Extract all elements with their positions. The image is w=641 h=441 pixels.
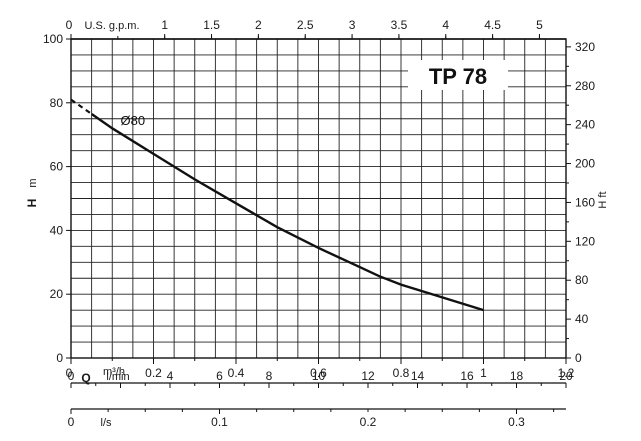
right-tick-label: 160	[575, 195, 595, 209]
q-axis-unit: m³/h	[103, 366, 125, 378]
q-tick-label: 1	[480, 366, 487, 380]
left-tick-label: 40	[50, 223, 64, 237]
right-axis-unit: H ft	[597, 191, 609, 208]
right-tick-label: 0	[575, 351, 582, 365]
top-tick-label: 0	[66, 18, 73, 32]
right-tick-label: 200	[575, 157, 595, 171]
lmin-tick-label: 4	[167, 369, 174, 383]
top-axis-unit: U.S. g.p.m.	[84, 20, 139, 32]
q-axis-symbol: Q	[81, 371, 90, 385]
curve-label: Ø80	[121, 113, 146, 128]
lmin-tick-label: 6	[216, 369, 223, 383]
left-tick-label: 0	[56, 351, 63, 365]
right-tick-label: 320	[575, 40, 595, 54]
ls-tick-label: 0.3	[508, 415, 525, 429]
top-tick-label: 1	[161, 18, 168, 32]
right-tick-label: 240	[575, 118, 595, 132]
left-axis-symbol: H	[25, 199, 39, 208]
lmin-tick-label: 10	[312, 369, 326, 383]
left-axis-unit: m	[27, 178, 39, 187]
ls-tick-label: 0.1	[211, 415, 228, 429]
title-box	[408, 60, 508, 90]
top-tick-label: 1.5	[203, 18, 220, 32]
top-tick-label: 2.5	[297, 18, 314, 32]
ls-axis-unit: l/s	[101, 417, 113, 429]
left-tick-label: 20	[50, 287, 64, 301]
left-tick-label: 80	[50, 96, 64, 110]
lmin-tick-label: 8	[266, 369, 273, 383]
lmin-tick-label: 16	[460, 369, 474, 383]
top-tick-label: 4	[442, 18, 449, 32]
right-tick-label: 280	[575, 79, 595, 93]
ls-tick-label: 0.2	[360, 415, 377, 429]
lmin-tick-label: 12	[361, 369, 375, 383]
ls-tick-label: 0	[68, 415, 75, 429]
lmin-tick-label: 18	[510, 369, 524, 383]
lmin-tick-label: 0	[68, 369, 75, 383]
right-tick-label: 40	[575, 312, 589, 326]
lmin-axis-unit: l/min	[106, 371, 129, 383]
left-tick-label: 100	[43, 32, 63, 46]
chart-title: TP 78	[429, 64, 487, 89]
q-tick-label: 0.4	[228, 366, 245, 380]
grid	[71, 39, 566, 358]
left-tick-label: 60	[50, 160, 64, 174]
right-tick-label: 80	[575, 273, 589, 287]
top-tick-label: 3	[349, 18, 356, 32]
top-tick-label: 2	[255, 18, 262, 32]
top-tick-label: 5	[536, 18, 543, 32]
right-tick-label: 120	[575, 234, 595, 248]
curve-solid-segment	[90, 112, 484, 312]
lmin-tick-label: 14	[411, 369, 425, 383]
top-tick-label: 4.5	[484, 18, 501, 32]
curve-dashed-segment	[70, 98, 93, 115]
top-tick-label: 3.5	[391, 18, 408, 32]
q-tick-label: 0.8	[393, 366, 410, 380]
q-tick-label: 0.2	[145, 366, 162, 380]
lmin-tick-label: 20	[559, 369, 573, 383]
q-tick-label: 1.2	[558, 366, 575, 380]
q-tick-label: 0	[66, 366, 73, 380]
q-tick-label: 0.6	[310, 366, 327, 380]
